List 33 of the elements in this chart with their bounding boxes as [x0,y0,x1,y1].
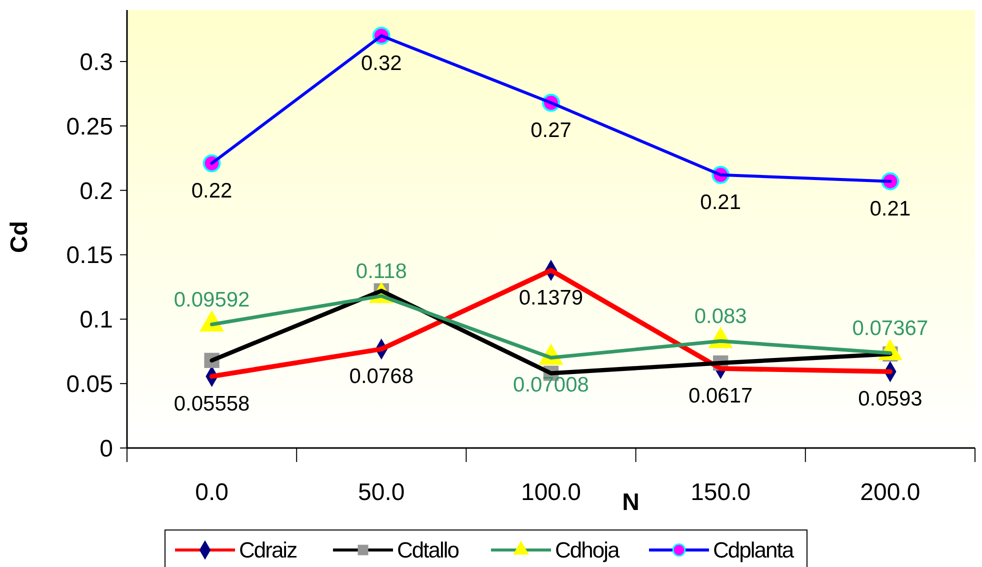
data-label: 0.1379 [518,286,584,310]
data-label: 0.083 [694,305,747,328]
x-tick-label: 100.0 [520,479,582,506]
y-tick-label: 0.15 [66,242,113,270]
x-tick-label: 150.0 [690,479,751,506]
data-label: 0.118 [356,260,407,283]
data-label: 0.0768 [349,365,414,388]
data-label: 0.22 [191,179,232,202]
legend-label: Cdhoja [555,538,620,563]
y-tick-label: 0.05 [66,370,113,398]
legend-label: Cdplanta [713,538,795,563]
data-label: 0.09592 [174,288,250,312]
data-label: 0.07008 [513,374,589,397]
data-label: 0.0617 [688,384,753,408]
legend-label: Cdraiz [239,538,297,563]
data-label: 0.05558 [174,392,250,416]
y-tick-label: 0.1 [80,306,113,334]
data-label: 0.21 [700,190,742,214]
y-tick-label: 0 [100,435,113,462]
data-label: 0.27 [530,118,572,142]
legend-label: Cdtallo [397,538,460,563]
data-label: 0.21 [870,197,911,220]
y-tick-label: 0.2 [80,178,113,205]
x-tick-label: 0.0 [195,479,228,506]
data-label: 0.0593 [858,388,922,411]
x-tick-label: 50.0 [358,479,405,506]
y-tick-label: 0.25 [66,113,113,140]
data-label: 0.32 [360,52,402,75]
x-axis-title: N [622,489,640,516]
y-axis-title: Cd [6,221,33,253]
x-tick-label: 200.0 [860,479,920,506]
data-label: 0.07367 [852,317,928,340]
y-tick-label: 0.3 [80,48,113,76]
